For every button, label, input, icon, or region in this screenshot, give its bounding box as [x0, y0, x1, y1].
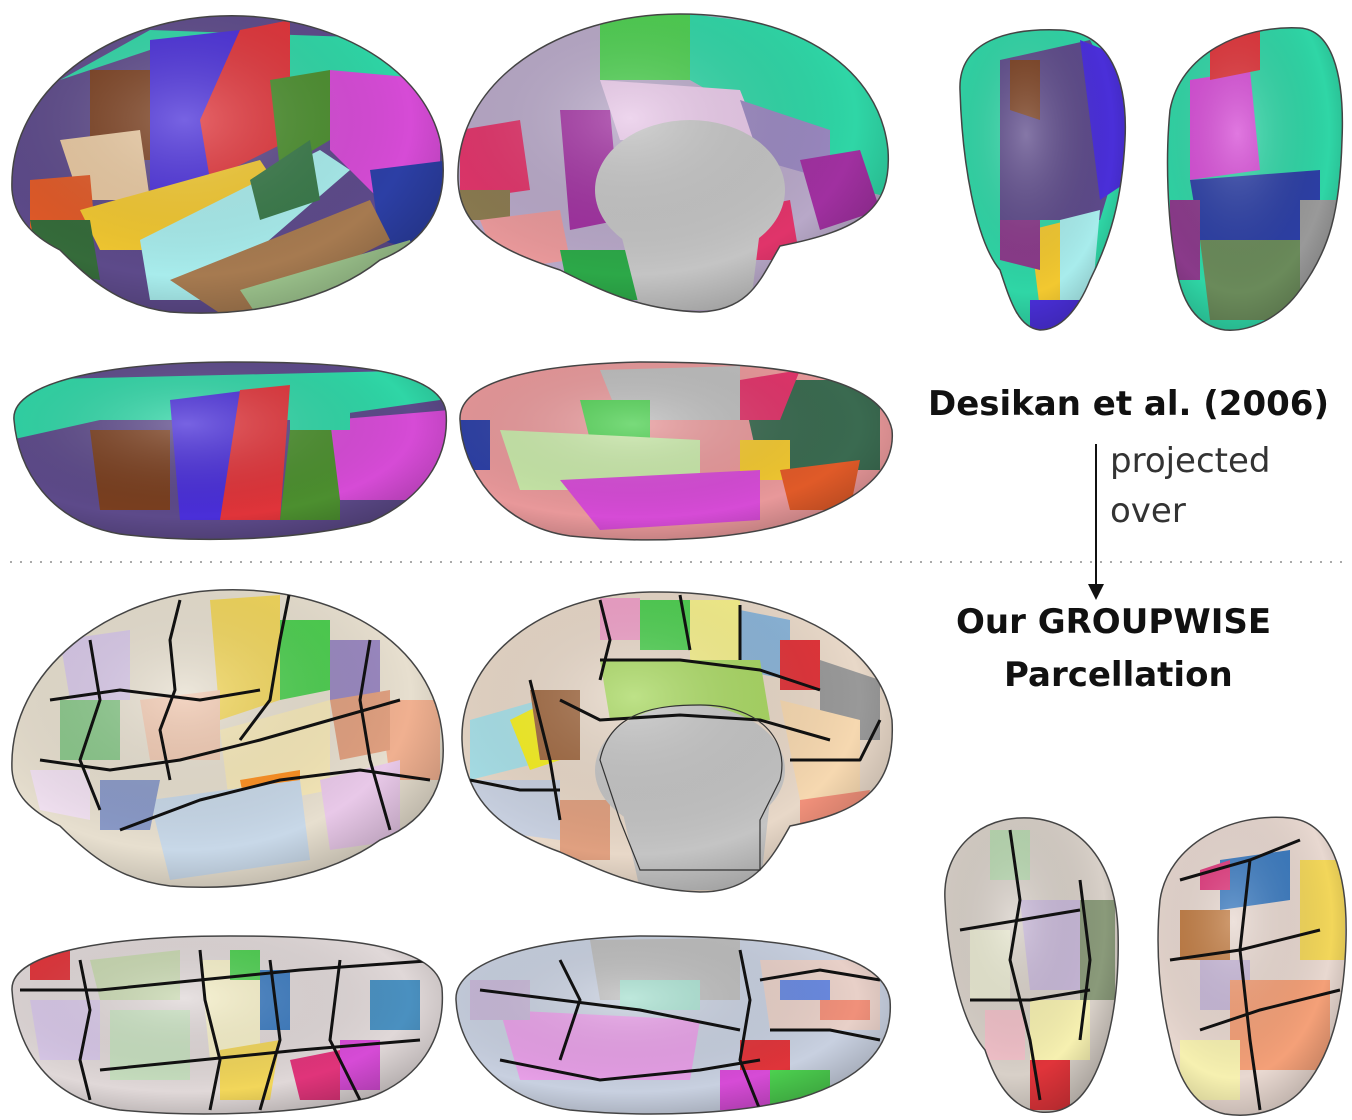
groupwise-medial-boundaries	[469, 594, 882, 821]
projection-arrow	[1088, 444, 1104, 600]
groupwise-occipital-view-brain	[1157, 816, 1347, 1116]
desikan-medial-brain	[457, 13, 890, 313]
desikan-ventral-brain	[459, 361, 893, 541]
target-parcellation-label-line1: Our GROUPWISE	[956, 602, 1272, 642]
groupwise-occipital-boundaries	[1169, 838, 1341, 1111]
groupwise-ventral-boundaries	[479, 949, 881, 1111]
groupwise-medial-brain	[461, 591, 893, 893]
groupwise-dorsal-brain	[11, 935, 444, 1115]
groupwise-frontal-boundaries	[959, 829, 1092, 1101]
target-parcellation-label-line2: Parcellation	[1004, 655, 1233, 695]
groupwise-frontal-view-brain	[944, 817, 1119, 1114]
desikan-frontal-view-brain	[959, 29, 1127, 331]
desikan-occipital-view-brain	[1166, 27, 1344, 331]
groupwise-lateral-brain	[11, 589, 444, 888]
desikan-dorsal-brain	[13, 361, 448, 541]
source-atlas-label: Desikan et al. (2006)	[928, 384, 1329, 424]
projection-caption-line1: projected	[1110, 441, 1271, 481]
projection-caption: projected over	[1110, 436, 1271, 536]
groupwise-dorsal-boundaries	[20, 949, 441, 1111]
desikan-lateral-brain	[11, 15, 444, 314]
groupwise-ventral-brain	[455, 935, 891, 1115]
groupwise-lateral-boundaries	[39, 589, 431, 832]
projection-caption-line2: over	[1110, 491, 1186, 531]
